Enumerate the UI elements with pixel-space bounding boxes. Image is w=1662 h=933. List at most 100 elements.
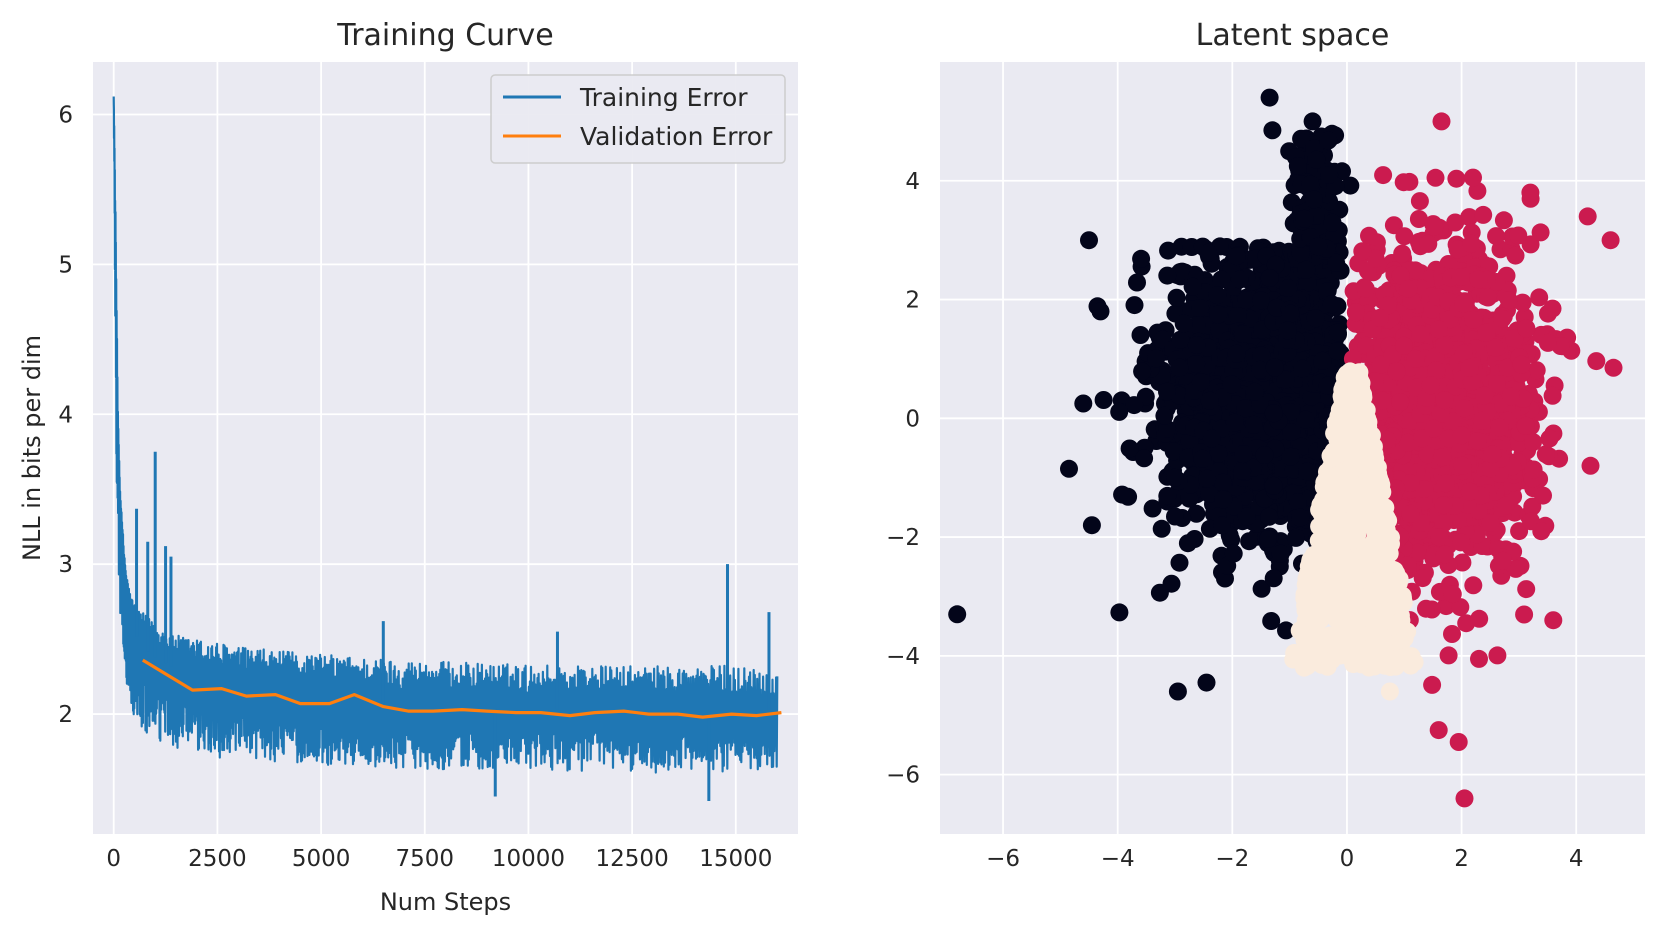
latent-point-cluster-0 xyxy=(1297,260,1316,279)
latent-point-cluster-1 xyxy=(1543,386,1562,405)
latent-point-cluster-0 xyxy=(1131,326,1150,344)
legend-frame xyxy=(490,74,786,164)
latent-point-cluster-0 xyxy=(1209,444,1228,463)
latent-point-cluster-0 xyxy=(1147,349,1166,368)
latent-point-cluster-1 xyxy=(1394,173,1413,192)
latent-point-cluster-0 xyxy=(1319,131,1338,150)
latent-point-cluster-0 xyxy=(1304,190,1323,209)
latent-point-cluster-1 xyxy=(1417,599,1435,618)
training-curve-x-label: Num Steps xyxy=(380,888,511,916)
latent-point-cluster-2 xyxy=(1317,504,1336,523)
latent-point-cluster-0 xyxy=(1187,336,1206,354)
latent-point-cluster-1 xyxy=(1371,355,1390,374)
latent-point-cluster-2 xyxy=(1344,476,1363,494)
latent-point-cluster-1 xyxy=(1411,325,1430,343)
latent-point-cluster-1 xyxy=(1395,336,1413,355)
latent-point-outlier xyxy=(1521,183,1540,202)
latent-point-outlier xyxy=(1604,358,1623,377)
x-tick-label: 12500 xyxy=(596,846,669,872)
latent-point-cluster-0 xyxy=(1158,486,1177,505)
latent-point-outlier xyxy=(1303,112,1322,131)
latent-point-cluster-1 xyxy=(1462,234,1481,253)
latent-space-y-ticks: −6 −4 −2 0 2 4 xyxy=(886,169,920,789)
latent-point-cluster-1 xyxy=(1538,333,1557,352)
y-tick-label: 4 xyxy=(905,169,920,195)
latent-point-cluster-0 xyxy=(1322,295,1341,314)
latent-point-cluster-1 xyxy=(1475,386,1494,405)
latent-point-cluster-0 xyxy=(1209,305,1228,324)
latent-point-cluster-2 xyxy=(1358,456,1377,475)
latent-point-cluster-1 xyxy=(1506,559,1525,578)
latent-point-cluster-1 xyxy=(1464,168,1482,187)
latent-point-cluster-0 xyxy=(1278,344,1297,363)
x-tick-label: 0 xyxy=(1340,846,1355,872)
latent-point-cluster-0 xyxy=(1252,346,1271,365)
x-tick-label: −6 xyxy=(986,846,1020,872)
latent-point-cluster-1 xyxy=(1433,448,1452,467)
latent-point-cluster-2 xyxy=(1340,551,1359,570)
latent-point-cluster-0 xyxy=(1277,621,1295,640)
latent-point-cluster-1 xyxy=(1410,192,1429,211)
latent-point-cluster-0 xyxy=(1125,296,1144,315)
latent-point-cluster-0 xyxy=(1227,247,1246,266)
y-tick-label: −4 xyxy=(886,644,920,670)
latent-point-cluster-1 xyxy=(1524,433,1542,452)
latent-point-cluster-1 xyxy=(1431,404,1450,423)
latent-point-cluster-1 xyxy=(1470,649,1488,668)
latent-point-cluster-1 xyxy=(1373,391,1392,410)
latent-point-cluster-0 xyxy=(1230,270,1249,289)
latent-point-cluster-0 xyxy=(1152,519,1171,538)
latent-point-cluster-1 xyxy=(1455,399,1474,418)
latent-point-cluster-1 xyxy=(1499,291,1518,310)
latent-point-cluster-0 xyxy=(1288,493,1307,511)
latent-point-cluster-0 xyxy=(1178,534,1197,553)
latent-point-outlier xyxy=(1432,112,1451,131)
latent-point-cluster-1 xyxy=(1464,310,1483,329)
latent-point-cluster-0 xyxy=(1291,244,1310,263)
latent-point-cluster-0 xyxy=(1295,209,1314,228)
latent-point-cluster-0 xyxy=(1166,507,1184,526)
latent-point-outlier xyxy=(1380,682,1399,701)
latent-point-cluster-0 xyxy=(1265,358,1284,377)
latent-point-cluster-1 xyxy=(1506,246,1525,265)
y-tick-label: 0 xyxy=(905,406,920,432)
latent-point-cluster-0 xyxy=(1306,309,1325,328)
latent-point-cluster-2 xyxy=(1359,413,1378,431)
latent-point-cluster-0 xyxy=(1171,330,1190,349)
latent-point-cluster-2 xyxy=(1298,609,1317,628)
latent-point-cluster-0 xyxy=(1234,445,1253,464)
latent-point-cluster-0 xyxy=(1120,439,1139,458)
latent-point-cluster-1 xyxy=(1494,211,1513,230)
x-tick-label: 5000 xyxy=(292,846,351,872)
latent-point-outlier xyxy=(1260,88,1279,107)
latent-point-outlier xyxy=(1263,121,1282,140)
latent-point-cluster-0 xyxy=(1298,462,1317,481)
latent-point-outlier xyxy=(948,605,967,624)
training-error-line xyxy=(112,96,779,774)
latent-point-cluster-1 xyxy=(1509,226,1528,245)
latent-point-outlier xyxy=(1060,459,1078,478)
latent-point-cluster-2 xyxy=(1325,530,1344,548)
latent-point-cluster-0 xyxy=(1143,499,1162,518)
x-tick-label: 10000 xyxy=(492,846,565,872)
latent-point-cluster-1 xyxy=(1356,279,1375,298)
latent-point-outlier xyxy=(1168,682,1187,701)
latent-point-cluster-0 xyxy=(1225,413,1244,432)
latent-point-cluster-1 xyxy=(1434,514,1453,533)
latent-point-cluster-1 xyxy=(1531,223,1550,242)
latent-point-cluster-0 xyxy=(1341,176,1360,195)
latent-point-cluster-0 xyxy=(1296,410,1315,429)
latent-point-cluster-0 xyxy=(1094,391,1113,409)
training-curve-legend: Training Error Validation Error xyxy=(490,74,786,164)
latent-point-cluster-1 xyxy=(1435,545,1454,564)
latent-point-cluster-0 xyxy=(1307,150,1326,169)
y-tick-label: 2 xyxy=(58,702,73,728)
latent-point-cluster-0 xyxy=(1170,553,1189,572)
latent-point-cluster-0 xyxy=(1282,423,1301,441)
latent-point-cluster-0 xyxy=(1164,442,1183,461)
latent-point-cluster-2 xyxy=(1364,602,1383,621)
latent-point-cluster-1 xyxy=(1435,336,1454,355)
latent-point-cluster-1 xyxy=(1366,249,1385,268)
latent-point-cluster-1 xyxy=(1430,528,1449,547)
